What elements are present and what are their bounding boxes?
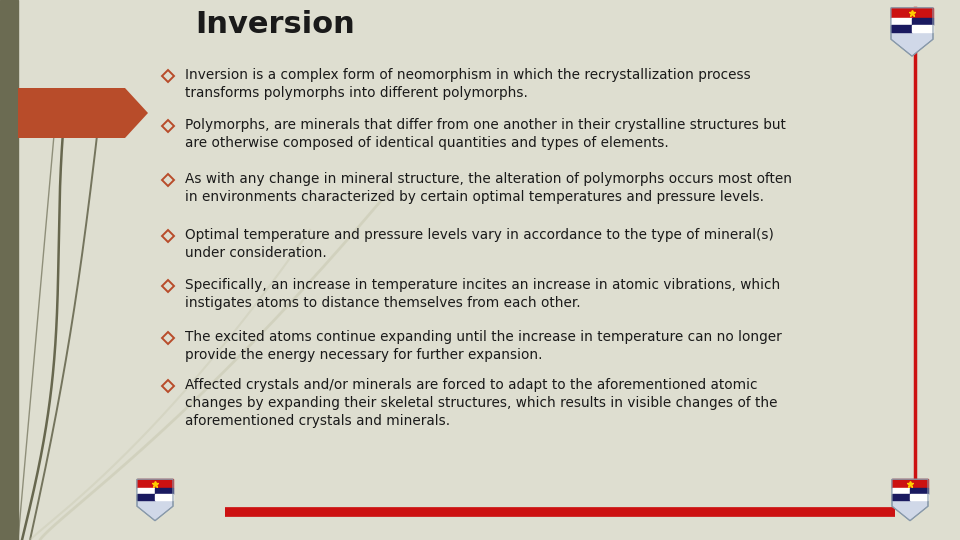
Text: Affected crystals and/or minerals are forced to adapt to the aforementioned atom: Affected crystals and/or minerals are fo… — [185, 378, 778, 428]
Text: Inversion is a complex form of neomorphism in which the recrystallization proces: Inversion is a complex form of neomorphi… — [185, 68, 751, 100]
Polygon shape — [137, 480, 173, 521]
Bar — [910, 488, 928, 494]
Bar — [137, 494, 155, 500]
Bar — [155, 494, 173, 500]
Text: Inversion: Inversion — [195, 10, 355, 39]
Text: As with any change in mineral structure, the alteration of polymorphs occurs mos: As with any change in mineral structure,… — [185, 172, 792, 204]
Polygon shape — [18, 88, 148, 138]
Bar — [155, 488, 173, 494]
Text: Optimal temperature and pressure levels vary in accordance to the type of minera: Optimal temperature and pressure levels … — [185, 228, 774, 260]
Bar — [0, 0, 18, 540]
Bar — [891, 18, 912, 25]
Bar — [137, 488, 155, 494]
Bar — [892, 480, 928, 488]
Bar — [912, 25, 933, 32]
Bar — [892, 494, 910, 500]
Bar — [892, 488, 910, 494]
Bar — [912, 18, 933, 25]
Bar — [910, 494, 928, 500]
Text: Specifically, an increase in temperature incites an increase in atomic vibration: Specifically, an increase in temperature… — [185, 278, 780, 310]
Polygon shape — [891, 8, 933, 56]
Bar — [137, 480, 173, 488]
Text: The excited atoms continue expanding until the increase in temperature can no lo: The excited atoms continue expanding unt… — [185, 330, 781, 362]
Bar — [891, 8, 933, 18]
Polygon shape — [892, 480, 928, 521]
Bar — [891, 25, 912, 32]
Text: Polymorphs, are minerals that differ from one another in their crystalline struc: Polymorphs, are minerals that differ fro… — [185, 118, 786, 150]
